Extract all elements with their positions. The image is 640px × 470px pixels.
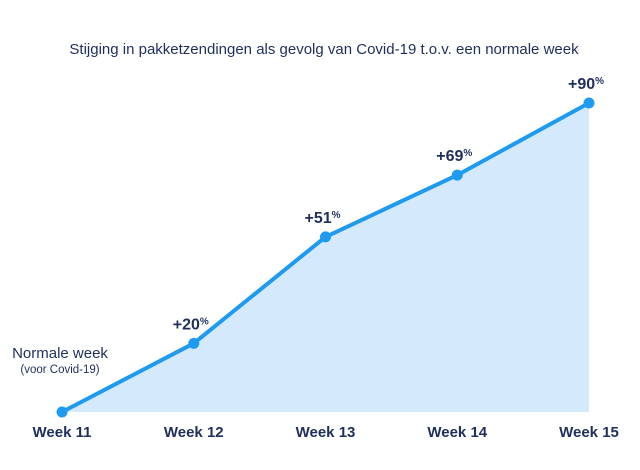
data-point [451, 169, 463, 181]
x-tick-label: Week 14 [427, 424, 487, 441]
x-tick-label: Week 11 [33, 424, 92, 441]
x-tick-label: Week 13 [296, 424, 356, 441]
area-fill [62, 103, 589, 412]
data-label: +69% [436, 148, 472, 165]
chart-title: Stijging in pakketzendingen als gevolg v… [69, 41, 579, 58]
baseline-annotation-main: Normale week [12, 345, 108, 362]
data-point [56, 406, 68, 418]
data-label: +51% [304, 210, 340, 227]
data-point [188, 337, 200, 349]
data-point [583, 97, 595, 109]
data-point [320, 231, 331, 243]
data-label: +90% [568, 76, 604, 93]
x-tick-label: Week 12 [164, 424, 224, 441]
x-tick-label: Week 15 [559, 424, 619, 441]
data-label: +20% [173, 316, 209, 333]
baseline-annotation-sub: (voor Covid-19) [20, 364, 99, 376]
